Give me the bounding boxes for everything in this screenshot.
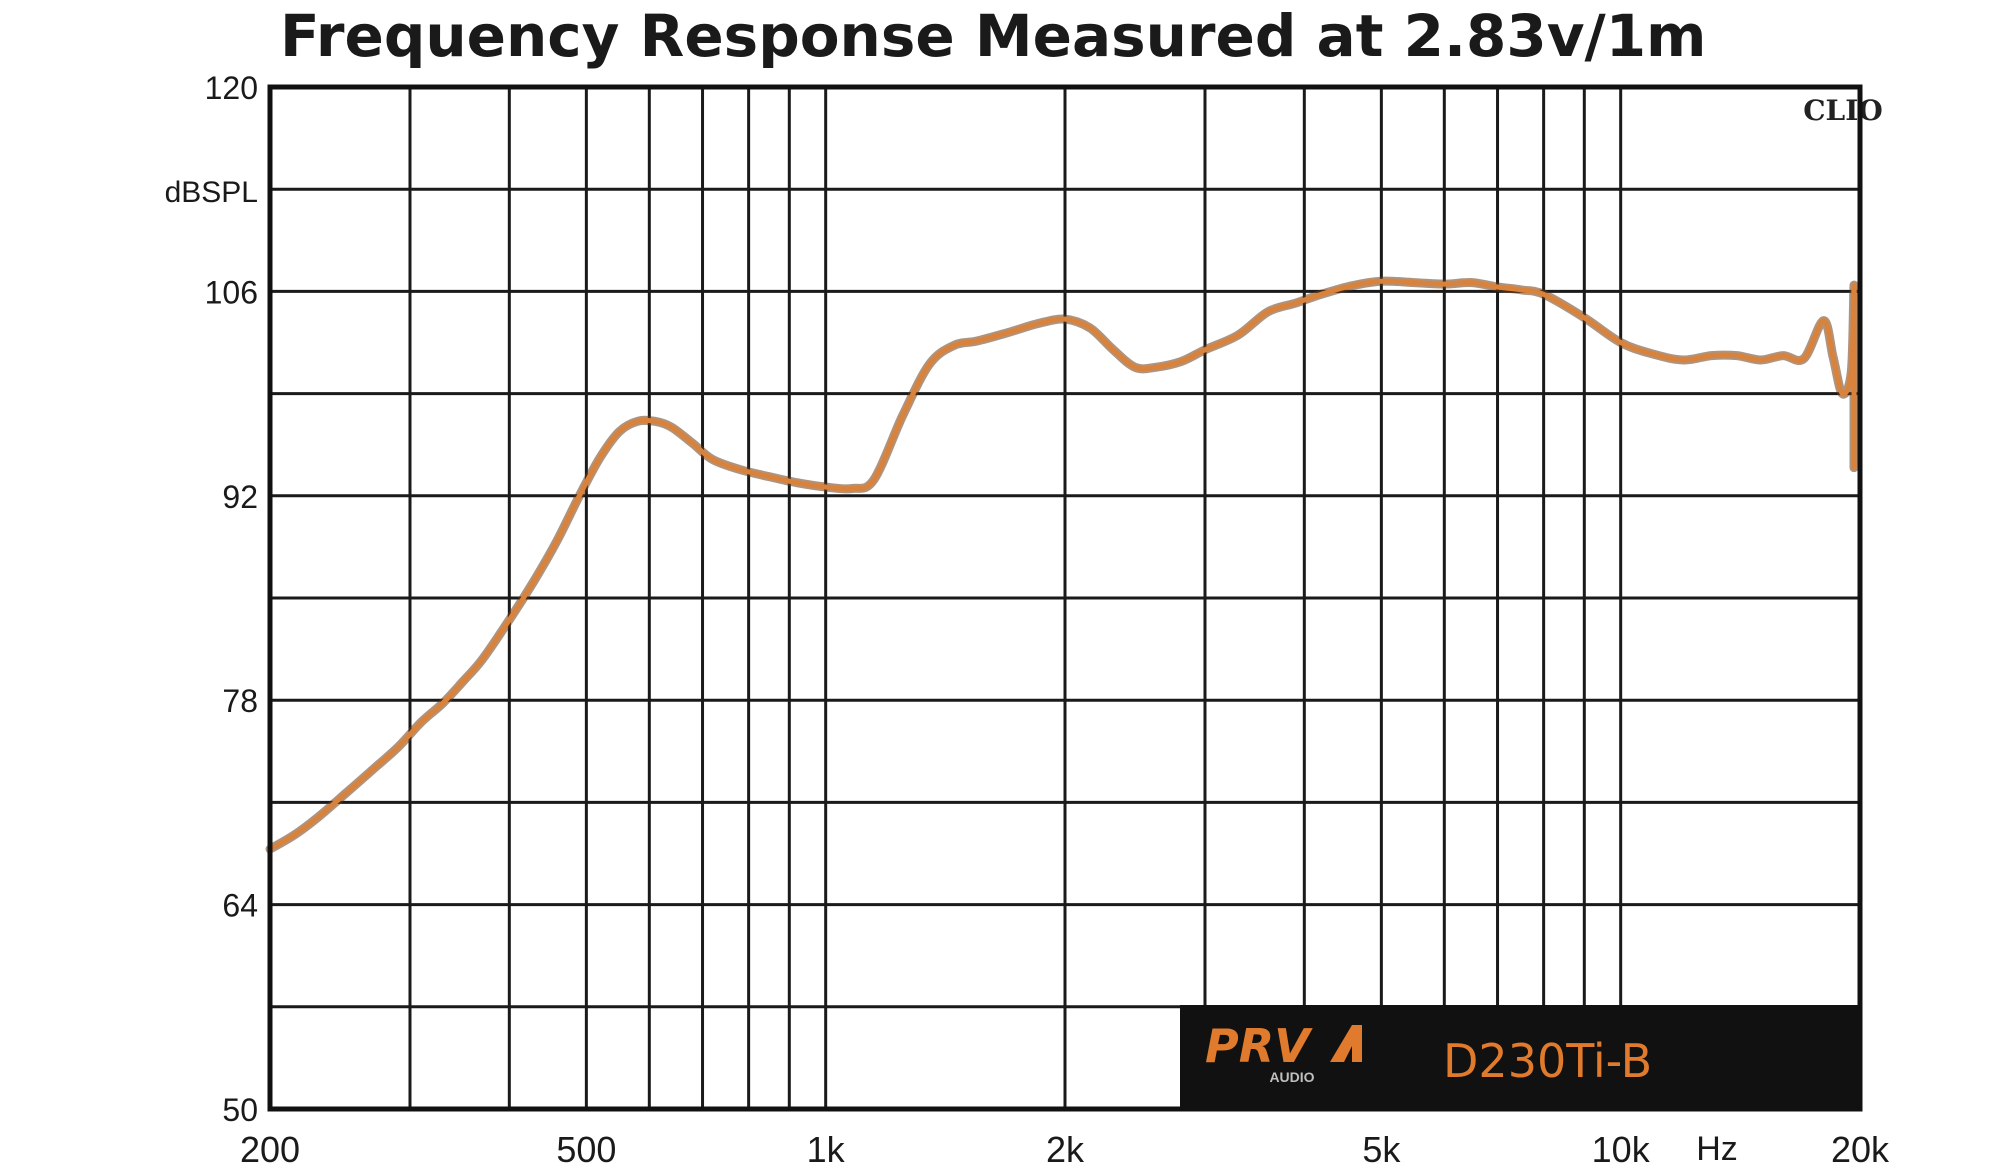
x-tick-label: 2k: [1046, 1129, 1085, 1168]
y-tick-label: 50: [222, 1092, 258, 1128]
series-line: [267, 278, 1857, 852]
y-tick-labels: 120 106 92 78 64 50: [205, 70, 258, 1128]
brand-logo-subtext: AUDIO: [1269, 1069, 1314, 1085]
x-tick-label: 5k: [1362, 1129, 1401, 1168]
gridlines: [268, 85, 1862, 1111]
x-tick-label: 200: [240, 1129, 300, 1168]
y-tick-label: 64: [222, 888, 258, 924]
chart-title: Frequency Response Measured at 2.83v/1m: [280, 2, 1707, 70]
plot-frame: [267, 84, 1863, 1112]
brand-model: D230Ti-B: [1443, 1034, 1652, 1088]
x-tick-label: 1k: [807, 1129, 846, 1168]
y-tick-label: 92: [222, 479, 258, 515]
y-tick-label: 120: [205, 70, 258, 106]
y-axis-label: dBSPL: [165, 176, 258, 209]
series: [265, 276, 1859, 854]
x-tick-label: 500: [556, 1129, 616, 1168]
brand-box-background: [1180, 1005, 1860, 1109]
x-tick-label: 20k: [1831, 1129, 1890, 1168]
brand-logo-mark: [1330, 1025, 1362, 1062]
x-tick-labels: 200 500 1k 2k 5k 10k 20k: [240, 1129, 1890, 1170]
brand-box: PRV AUDIO D230Ti-B: [1180, 1005, 1860, 1109]
x-unit-label: Hz: [1696, 1130, 1738, 1168]
y-tick-label: 106: [205, 274, 258, 310]
y-tick-label: 78: [222, 683, 258, 719]
x-tick-label: 10k: [1592, 1129, 1651, 1168]
clio-watermark: CLIO: [1803, 94, 1882, 127]
brand-logo: PRV: [1205, 1019, 1313, 1073]
